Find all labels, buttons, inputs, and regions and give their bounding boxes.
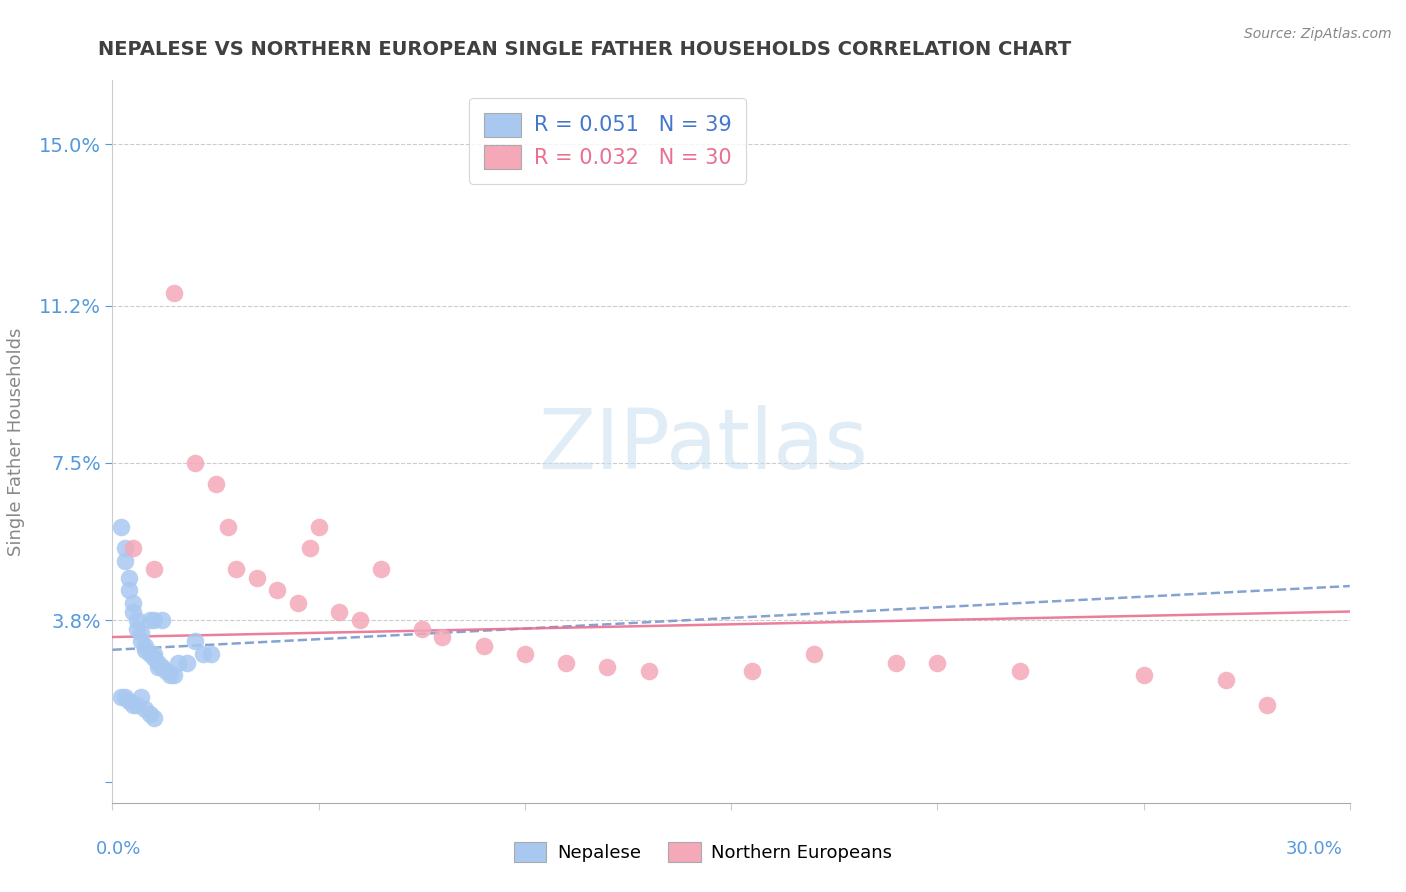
Point	[266, 583, 288, 598]
Y-axis label: Single Father Households: Single Father Households	[7, 327, 25, 556]
Point	[142, 562, 165, 576]
Point	[127, 622, 149, 636]
Point	[1256, 698, 1278, 712]
Point	[167, 656, 190, 670]
Point	[432, 630, 454, 644]
Point	[122, 698, 145, 712]
Point	[1132, 668, 1154, 682]
Point	[513, 647, 536, 661]
Point	[142, 651, 165, 665]
Point	[142, 647, 165, 661]
Point	[1215, 673, 1237, 687]
Point	[114, 553, 136, 567]
Point	[225, 562, 247, 576]
Point	[193, 647, 215, 661]
Point	[349, 613, 371, 627]
Point	[472, 639, 495, 653]
Point	[114, 541, 136, 555]
Point	[176, 656, 198, 670]
Point	[134, 702, 156, 716]
Point	[138, 613, 160, 627]
Legend: R = 0.051   N = 39, R = 0.032   N = 30: R = 0.051 N = 39, R = 0.032 N = 30	[470, 98, 745, 184]
Text: 30.0%: 30.0%	[1286, 840, 1343, 858]
Point	[122, 541, 145, 555]
Point	[299, 541, 322, 555]
Point	[884, 656, 907, 670]
Point	[370, 562, 392, 576]
Point	[142, 613, 165, 627]
Point	[146, 660, 169, 674]
Point	[1008, 664, 1031, 678]
Point	[138, 647, 160, 661]
Point	[146, 656, 169, 670]
Point	[134, 639, 156, 653]
Point	[131, 634, 153, 648]
Text: 0.0%: 0.0%	[96, 840, 141, 858]
Point	[118, 583, 141, 598]
Point	[184, 456, 207, 470]
Point	[411, 622, 433, 636]
Point	[596, 660, 619, 674]
Point	[328, 605, 350, 619]
Point	[163, 668, 186, 682]
Point	[142, 711, 165, 725]
Text: NEPALESE VS NORTHERN EUROPEAN SINGLE FATHER HOUSEHOLDS CORRELATION CHART: NEPALESE VS NORTHERN EUROPEAN SINGLE FAT…	[98, 40, 1071, 59]
Point	[127, 698, 149, 712]
Point	[150, 660, 173, 674]
Point	[217, 519, 239, 533]
Point	[741, 664, 763, 678]
Point	[131, 625, 153, 640]
Point	[927, 656, 949, 670]
Point	[118, 694, 141, 708]
Point	[122, 605, 145, 619]
Point	[163, 285, 186, 300]
Point	[127, 613, 149, 627]
Point	[131, 690, 153, 704]
Point	[803, 647, 825, 661]
Point	[184, 634, 207, 648]
Point	[246, 570, 269, 584]
Point	[122, 596, 145, 610]
Point	[200, 647, 222, 661]
Point	[150, 613, 173, 627]
Text: Source: ZipAtlas.com: Source: ZipAtlas.com	[1244, 27, 1392, 41]
Point	[159, 668, 181, 682]
Point	[134, 642, 156, 657]
Legend: Nepalese, Northern Europeans: Nepalese, Northern Europeans	[506, 834, 900, 870]
Point	[155, 664, 177, 678]
Point	[204, 477, 226, 491]
Point	[308, 519, 330, 533]
Point	[637, 664, 659, 678]
Point	[118, 570, 141, 584]
Point	[110, 519, 132, 533]
Point	[114, 690, 136, 704]
Point	[555, 656, 578, 670]
Text: ZIPatlas: ZIPatlas	[538, 406, 868, 486]
Point	[138, 706, 160, 721]
Point	[287, 596, 309, 610]
Point	[110, 690, 132, 704]
